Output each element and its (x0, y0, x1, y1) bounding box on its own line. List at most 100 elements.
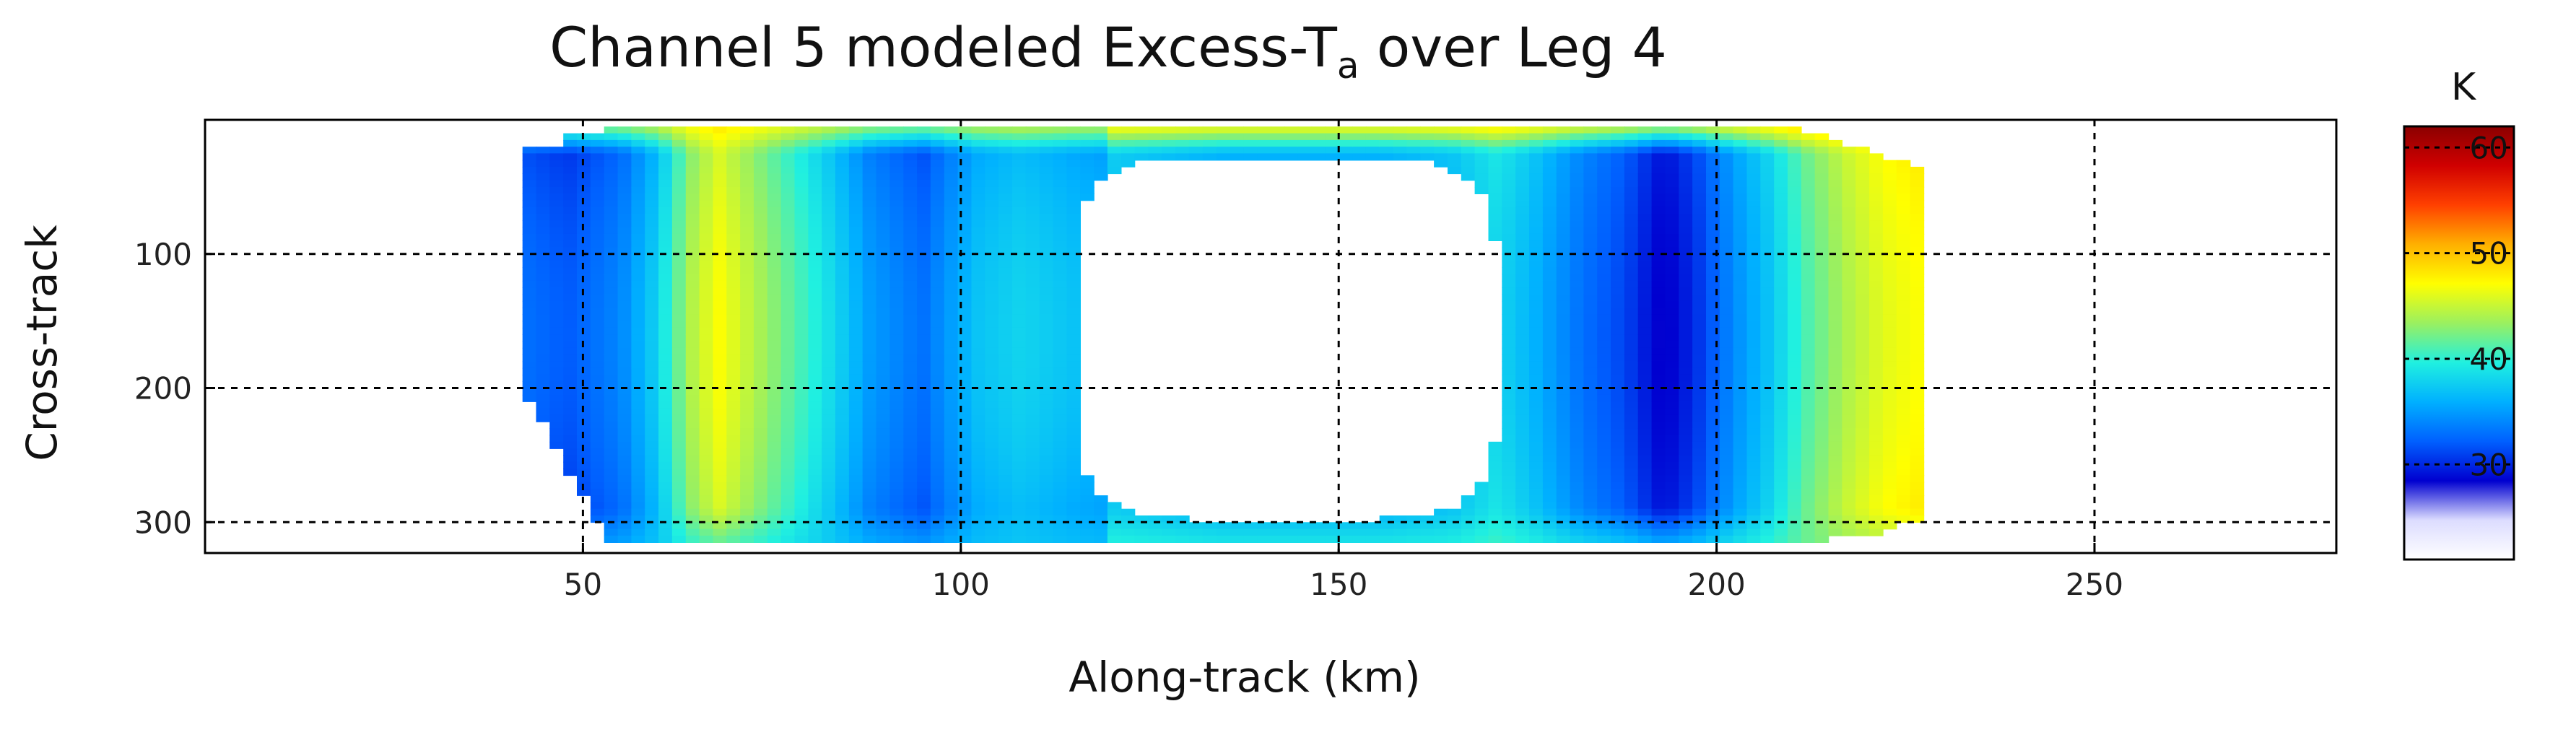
heatmap-cell (876, 294, 891, 302)
heatmap-cell (848, 515, 863, 523)
heatmap-cell (985, 186, 999, 194)
heatmap-cell (1257, 535, 1271, 543)
heatmap-cell (944, 354, 959, 362)
heatmap-cell (998, 488, 1013, 496)
heatmap-cell (1855, 227, 1870, 235)
heatmap-cell (930, 475, 945, 483)
heatmap-cell (944, 139, 959, 147)
heatmap-cell (780, 482, 796, 489)
heatmap-cell (1080, 508, 1095, 516)
heatmap-cell (998, 334, 1013, 342)
heatmap-cell (889, 422, 904, 430)
heatmap-cell (617, 300, 632, 308)
heatmap-cell (740, 495, 754, 503)
heatmap-cell (889, 528, 904, 536)
heatmap-cell (835, 253, 850, 261)
heatmap-cell (631, 233, 645, 241)
heatmap-cell (794, 220, 809, 228)
heatmap-cell (645, 495, 659, 503)
heatmap-cell (1502, 414, 1516, 422)
heatmap-cell (862, 167, 877, 175)
heatmap-cell (1542, 274, 1557, 282)
heatmap-cell (1583, 253, 1598, 261)
heatmap-cell (1121, 153, 1136, 161)
heatmap-cell (1556, 354, 1571, 362)
heatmap-cell (1679, 435, 1693, 443)
heatmap-cell (1597, 435, 1611, 443)
heatmap-cell (1679, 347, 1693, 355)
heatmap-cell (1556, 435, 1571, 443)
heatmap-cell (1801, 147, 1816, 154)
heatmap-cell (1542, 314, 1557, 322)
heatmap-cell (1365, 528, 1380, 536)
heatmap-cell (617, 422, 632, 430)
heatmap-cell (903, 367, 918, 375)
heatmap-cell (1515, 354, 1530, 362)
heatmap-cell (740, 274, 754, 282)
heatmap-cell (917, 153, 931, 161)
heatmap-cell (808, 200, 822, 208)
heatmap-cell (1679, 321, 1693, 328)
heatmap-cell (930, 367, 945, 375)
heatmap-cell (658, 253, 673, 261)
heatmap-cell (1597, 206, 1611, 214)
heatmap-cell (1611, 475, 1625, 483)
heatmap-cell (754, 347, 768, 355)
heatmap-cell (862, 475, 877, 483)
heatmap-cell (1801, 153, 1816, 161)
heatmap-cell (1542, 422, 1557, 430)
heatmap-cell (780, 126, 796, 134)
heatmap-cell (835, 535, 850, 543)
heatmap-cell (1188, 139, 1204, 147)
heatmap-cell (1053, 287, 1068, 295)
heatmap-cell (1788, 334, 1802, 342)
heatmap-cell (1379, 139, 1394, 147)
heatmap-cell (1842, 488, 1856, 496)
heatmap-cell (1774, 321, 1788, 328)
heatmap-cell (1746, 167, 1762, 175)
heatmap-cell (998, 193, 1013, 201)
heatmap-cell (1651, 455, 1666, 463)
heatmap-cell (1039, 167, 1054, 175)
heatmap-cell (903, 341, 918, 349)
heatmap-cell (1053, 227, 1068, 235)
heatmap-cell (1882, 287, 1897, 295)
heatmap-cell (522, 280, 537, 288)
heatmap-cell (794, 422, 809, 430)
heatmap-cell (794, 253, 809, 261)
heatmap-cell (1066, 300, 1081, 308)
heatmap-cell (985, 528, 999, 536)
heatmap-cell (835, 441, 850, 449)
heatmap-cell (848, 435, 863, 443)
heatmap-cell (563, 469, 578, 476)
heatmap-cell (1842, 401, 1856, 409)
heatmap-cell (1053, 321, 1068, 328)
heatmap-cell (1570, 126, 1585, 134)
heatmap-cell (1611, 381, 1625, 389)
heatmap-cell (685, 508, 700, 516)
heatmap-cell (1121, 147, 1136, 154)
heatmap-cell (631, 535, 645, 543)
heatmap-cell (1515, 461, 1530, 469)
heatmap-cell (903, 528, 918, 536)
heatmap-cell (1053, 428, 1068, 436)
heatmap-cell (590, 435, 605, 443)
heatmap-cell (1733, 347, 1748, 355)
heatmap-cell (780, 280, 796, 288)
heatmap-cell (1583, 482, 1598, 489)
heatmap-cell (754, 147, 768, 154)
heatmap-cell (780, 240, 796, 248)
heatmap-cell (944, 160, 959, 167)
heatmap-cell (1542, 160, 1557, 167)
heatmap-cell (549, 153, 564, 161)
heatmap-cell (1828, 381, 1843, 389)
heatmap-cell (1706, 508, 1720, 516)
heatmap-cell (1719, 388, 1734, 396)
heatmap-cell (1814, 139, 1829, 147)
heatmap-cell (780, 160, 796, 167)
heatmap-cell (1706, 341, 1720, 349)
heatmap-cell (740, 214, 754, 222)
heatmap-cell (617, 167, 632, 175)
heatmap-cell (1882, 233, 1897, 241)
heatmap-cell (1828, 287, 1843, 295)
